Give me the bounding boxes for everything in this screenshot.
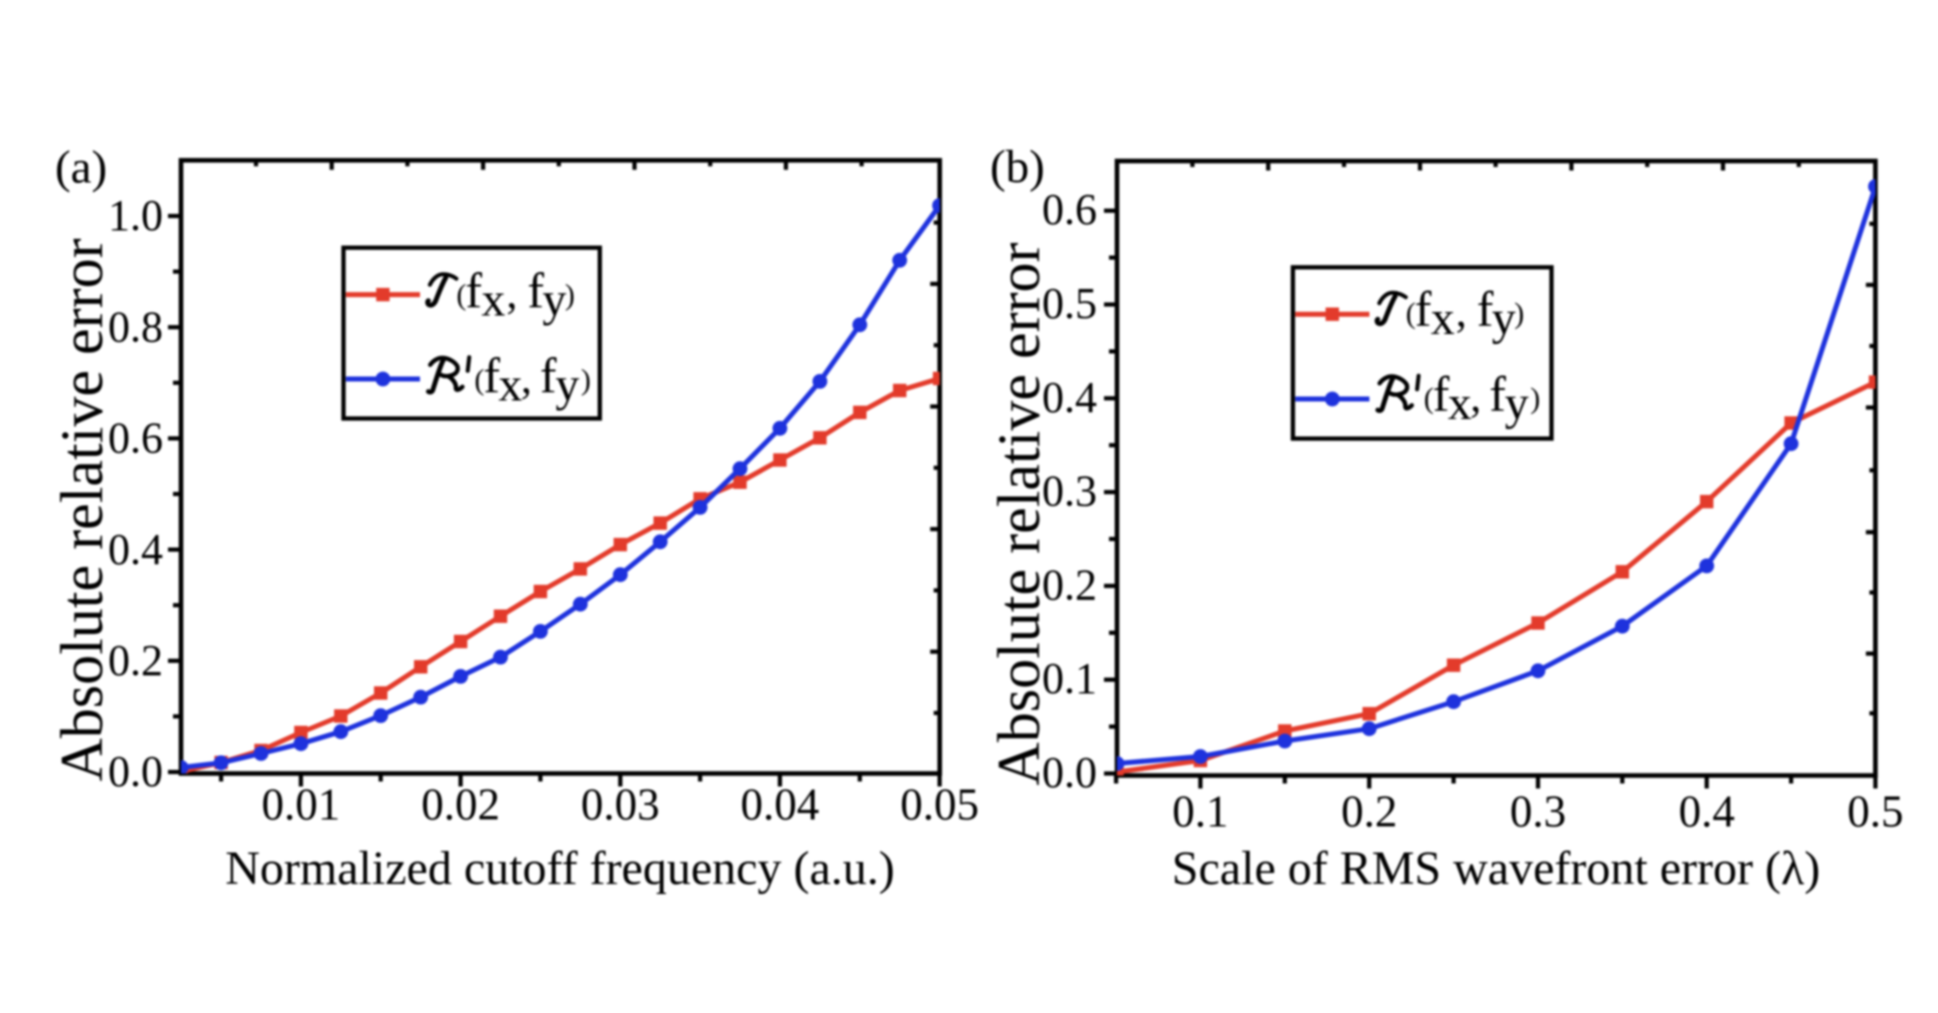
svg-text:0.2: 0.2 bbox=[108, 636, 163, 685]
svg-text:(fx,fy): (fx, fy) bbox=[474, 347, 591, 411]
svg-text:0.2: 0.2 bbox=[1341, 787, 1397, 837]
svg-text:0.4: 0.4 bbox=[108, 525, 163, 574]
svg-text:0.3: 0.3 bbox=[1510, 787, 1566, 837]
svg-text:Scale of RMS wavefront error (: Scale of RMS wavefront error (λ) bbox=[1172, 842, 1820, 895]
svg-text:Normalized cutoff frequency (a: Normalized cutoff frequency (a.u.) bbox=[225, 842, 894, 895]
svg-text:(fx,fy): (fx, fy) bbox=[1424, 366, 1541, 430]
svg-text:0.05: 0.05 bbox=[900, 780, 979, 830]
svg-text:(fx,fy): (fx, fy) bbox=[456, 263, 575, 327]
svg-text:0.5: 0.5 bbox=[1042, 279, 1097, 328]
svg-text:0.2: 0.2 bbox=[1042, 560, 1097, 609]
svg-text:0.6: 0.6 bbox=[1042, 185, 1097, 234]
svg-text:0.0: 0.0 bbox=[108, 747, 163, 796]
svg-text:0.02: 0.02 bbox=[421, 780, 500, 830]
svg-text:(fx,fy): (fx, fy) bbox=[1406, 281, 1525, 345]
svg-text:0.0: 0.0 bbox=[1042, 748, 1097, 797]
svg-text:0.6: 0.6 bbox=[108, 414, 163, 463]
svg-text:Absolute relative error: Absolute relative error bbox=[986, 242, 1052, 785]
svg-text:(b): (b) bbox=[990, 141, 1045, 193]
svg-text:0.4: 0.4 bbox=[1679, 787, 1735, 837]
svg-text:0.4: 0.4 bbox=[1042, 373, 1097, 422]
svg-text:Absolute relative error: Absolute relative error bbox=[49, 238, 115, 781]
svg-text:0.04: 0.04 bbox=[741, 780, 820, 830]
svg-text:0.1: 0.1 bbox=[1042, 654, 1097, 703]
svg-text:0.8: 0.8 bbox=[108, 302, 163, 351]
svg-text:0.01: 0.01 bbox=[262, 780, 341, 830]
svg-text:(a): (a) bbox=[55, 142, 107, 194]
svg-text:0.1: 0.1 bbox=[1172, 787, 1228, 837]
svg-text:0.03: 0.03 bbox=[581, 780, 660, 830]
svg-text:0.5: 0.5 bbox=[1847, 787, 1903, 837]
svg-text:1.0: 1.0 bbox=[108, 191, 163, 240]
svg-text:0.3: 0.3 bbox=[1042, 467, 1097, 516]
